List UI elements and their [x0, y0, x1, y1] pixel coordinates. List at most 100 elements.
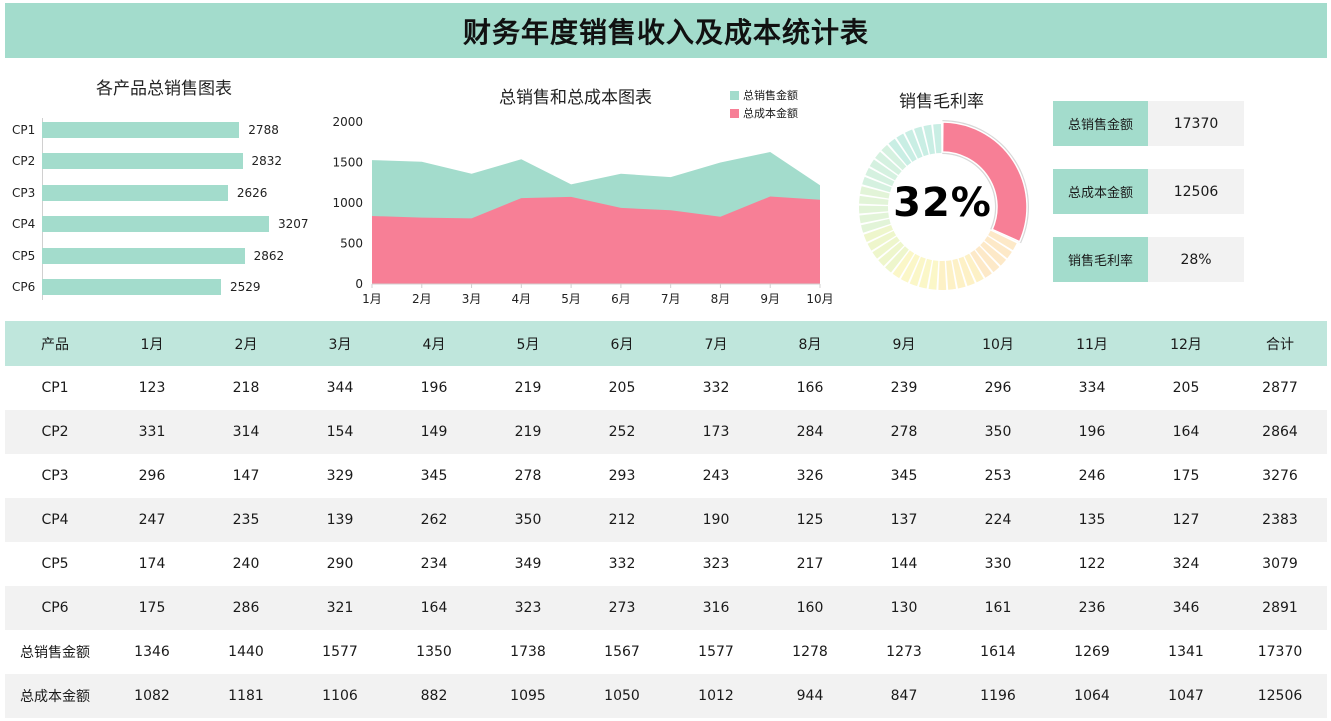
table-cell: 219: [481, 410, 575, 454]
gauge-background-segment: [909, 256, 926, 287]
table-cell: 218: [199, 366, 293, 410]
table-cell: 296: [951, 366, 1045, 410]
bar-value-label: 2626: [236, 185, 268, 200]
legend-label-cost: 总成本金额: [743, 107, 798, 120]
bar: [42, 216, 269, 233]
row-label-cell: CP6: [5, 586, 105, 630]
row-label-cell: CP5: [5, 542, 105, 586]
gauge-background-segment: [958, 256, 975, 286]
bar-row: CP4 3207: [0, 215, 309, 233]
table-header-cell: 9月: [857, 321, 951, 366]
table-cell: 205: [1139, 366, 1233, 410]
gauge-background-segment: [859, 205, 889, 214]
table-cell: 219: [481, 366, 575, 410]
table-cell: 324: [1139, 542, 1233, 586]
gauge-background-segment: [869, 159, 898, 181]
page-title: 财务年度销售收入及成本统计表: [462, 15, 869, 49]
table-cell: 1269: [1045, 630, 1139, 674]
kpi-label: 总销售金额: [1053, 101, 1148, 146]
gauge-background-segment: [860, 186, 890, 199]
row-label-cell: 总成本金额: [5, 674, 105, 718]
y-tick-label: 500: [340, 237, 363, 251]
table-cell: 137: [857, 498, 951, 542]
table-cell: 1440: [199, 630, 293, 674]
gauge-value: 32%: [893, 180, 992, 226]
table-row: CP6 175 286 321 164 323 273 316 160 130 161 236 346 2…: [5, 586, 1327, 630]
table-cell: 161: [951, 586, 1045, 630]
table-cell: 252: [575, 410, 669, 454]
bar-label: CP6: [12, 280, 36, 294]
sales-cost-area-chart: 0 500 1000 1500 2000 1月 2月 3月 4月 5月 6月 7月 8月 9月 10月 总销…: [330, 70, 840, 310]
table-header-cell: 2月: [199, 321, 293, 366]
bar-chart-title: 各产品总销售图表: [96, 79, 232, 99]
table-row: CP5 174 240 290 234 349 332 323 217 144 330 122 324 3…: [5, 542, 1327, 586]
table-cell: 273: [575, 586, 669, 630]
bar-label: CP4: [12, 217, 36, 232]
gauge-background-segment: [984, 236, 1012, 259]
table-cell: 205: [575, 366, 669, 410]
product-sales-bar-chart: 各产品总销售图表 CP1 2788 CP2 2832 CP3 2626 CP4 3207 CP5…: [0, 62, 330, 312]
gauge-background-segment: [867, 230, 897, 251]
bar-label: CP1: [12, 123, 36, 137]
table-header-cell: 合计: [1233, 321, 1327, 366]
bar: [42, 122, 240, 138]
table-cell: 345: [387, 454, 481, 498]
table-cell: 130: [857, 586, 951, 630]
bar-row: CP1 2788: [0, 121, 279, 139]
table-cell: 331: [105, 410, 199, 454]
x-tick-label: 5月: [561, 292, 581, 306]
table-cell: 139: [293, 498, 387, 542]
table-header-cell: 12月: [1139, 321, 1233, 366]
table-cell: 1738: [481, 630, 575, 674]
table-cell: 2383: [1233, 498, 1327, 542]
row-label-cell: 总销售金额: [5, 630, 105, 674]
table-cell: 1346: [105, 630, 199, 674]
table-cell: 296: [105, 454, 199, 498]
bar-row: CP6 2529: [0, 278, 261, 296]
table-cell: 154: [293, 410, 387, 454]
legend-swatch-sales: [730, 90, 739, 100]
bar-row: CP5 2862: [0, 247, 284, 265]
table-header-cell: 6月: [575, 321, 669, 366]
table-cell: 1614: [951, 630, 1045, 674]
gauge-background-segment: [881, 144, 907, 171]
table-header-cell: 10月: [951, 321, 1045, 366]
x-tick-label: 2月: [412, 292, 432, 306]
table-row: CP1 123 218 344 196 219 205 332 166 239 296 334 205 2…: [5, 366, 1327, 410]
bar-value-label: 2832: [251, 154, 283, 169]
gauge-title: 销售毛利率: [899, 92, 984, 112]
table-cell: 1350: [387, 630, 481, 674]
y-tick-label: 1000: [332, 196, 363, 210]
table-header-cell: 3月: [293, 321, 387, 366]
table-cell: 346: [1139, 586, 1233, 630]
bar-label: CP5: [12, 248, 36, 263]
gauge-background-segment: [980, 241, 1007, 266]
table-cell: 12506: [1233, 674, 1327, 718]
bar-value-label: 2862: [253, 248, 285, 263]
gauge-background-segment: [863, 225, 894, 242]
table-cell: 332: [669, 366, 763, 410]
table-cell: 164: [387, 586, 481, 630]
table-cell: 1278: [763, 630, 857, 674]
table-cell: 316: [669, 586, 763, 630]
table-cell: 330: [951, 542, 1045, 586]
monthly-data-table: 产品 1月 2月 3月 4月 5月 6月 7月 8月 9月 10月 11月 12月 合计 CP1 123 21…: [5, 321, 1327, 718]
legend-label-sales: 总销售金额: [743, 89, 798, 102]
table-cell: 217: [763, 542, 857, 586]
kpi-label: 总成本金额: [1053, 169, 1148, 214]
table-row: CP3 296 147 329 345 278 293 243 326 345 253 246 175 3…: [5, 454, 1327, 498]
gauge-background-segment: [872, 236, 900, 259]
kpi-value: 12506: [1148, 169, 1244, 214]
legend-item-sales: 总销售金额: [730, 86, 798, 104]
y-tick-label: 1500: [332, 156, 363, 170]
x-tick-label: 3月: [462, 292, 482, 306]
bar: [42, 247, 245, 264]
table-cell: 1341: [1139, 630, 1233, 674]
table-header-cell: 7月: [669, 321, 763, 366]
table-cell: 1095: [481, 674, 575, 718]
area-chart-title: 总销售和总成本图表: [499, 88, 652, 108]
bar-value-label: 2529: [230, 280, 261, 294]
gauge-background-segment: [904, 129, 923, 159]
table-cell: 944: [763, 674, 857, 718]
gauge-background-segment: [875, 151, 902, 176]
